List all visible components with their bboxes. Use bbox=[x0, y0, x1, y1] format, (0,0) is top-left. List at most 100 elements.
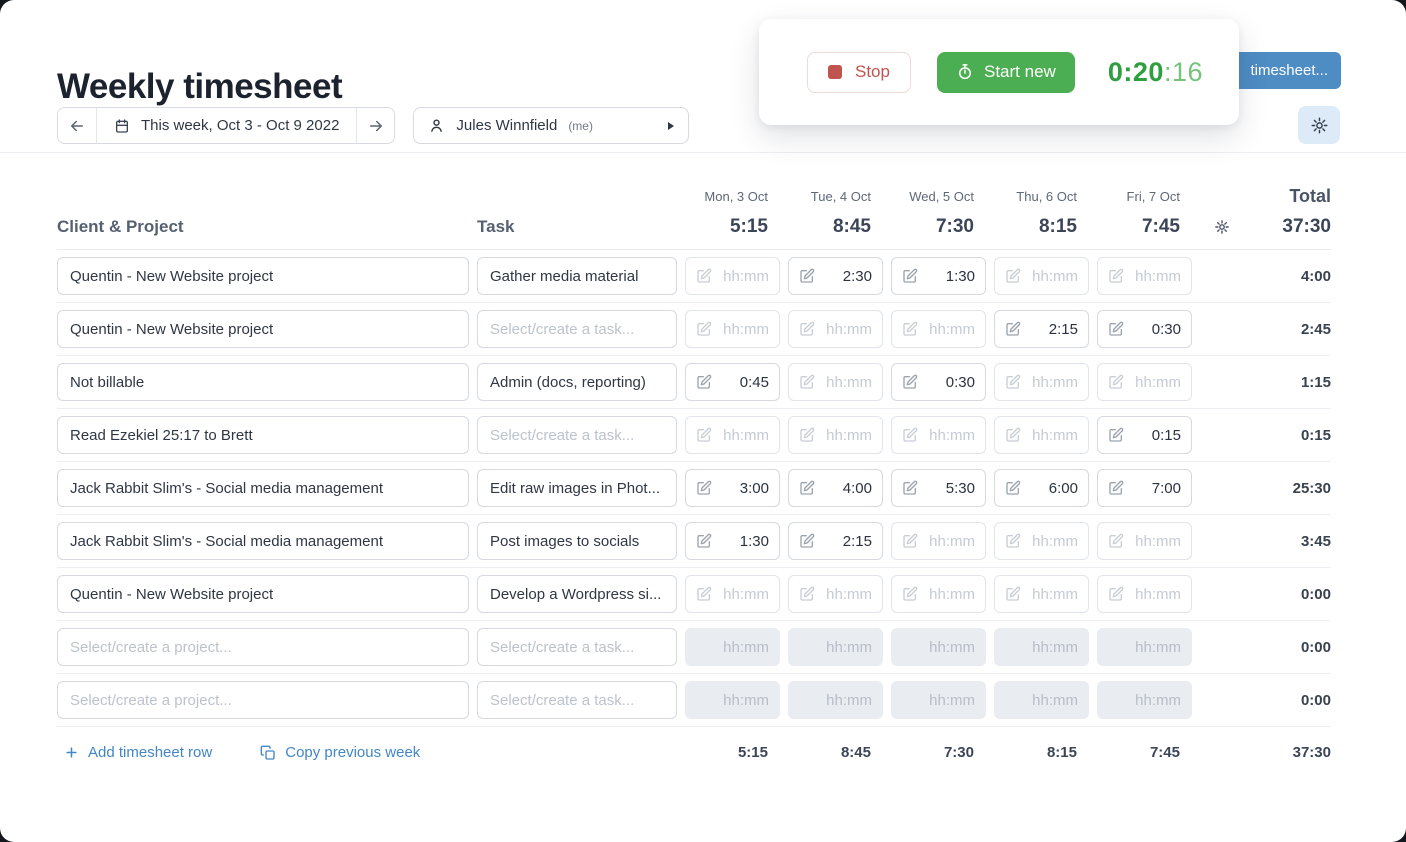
toolbar: This week, Oct 3 - Oct 9 2022 Jules Winn… bbox=[57, 107, 690, 144]
time-cell[interactable]: hh:mm bbox=[891, 310, 986, 348]
time-cell[interactable]: hh:mm bbox=[891, 416, 986, 454]
task-input[interactable] bbox=[477, 310, 677, 348]
week-range-button[interactable]: This week, Oct 3 - Oct 9 2022 bbox=[96, 108, 356, 143]
edit-pencil-icon bbox=[902, 586, 918, 602]
time-value: 0:15 bbox=[1151, 426, 1181, 444]
time-value: hh:mm bbox=[723, 585, 769, 603]
time-cell[interactable]: hh:mm bbox=[1097, 363, 1192, 401]
time-cell[interactable]: hh:mm bbox=[685, 416, 780, 454]
time-value: 2:15 bbox=[842, 532, 872, 550]
time-value: hh:mm bbox=[1135, 373, 1181, 391]
row-total: 0:00 bbox=[1300, 638, 1331, 656]
time-cell[interactable]: 2:30 bbox=[788, 257, 883, 295]
task-input[interactable] bbox=[477, 257, 677, 295]
project-input[interactable] bbox=[57, 628, 469, 666]
footer-day-total: 7:45 bbox=[1149, 744, 1180, 761]
edit-pencil-icon bbox=[799, 586, 815, 602]
edit-pencil-icon bbox=[799, 321, 815, 337]
time-cell[interactable]: hh:mm bbox=[1097, 575, 1192, 613]
time-cell[interactable]: hh:mm bbox=[994, 575, 1089, 613]
task-input[interactable] bbox=[477, 681, 677, 719]
time-cell[interactable]: 7:00 bbox=[1097, 469, 1192, 507]
project-input[interactable] bbox=[57, 257, 469, 295]
time-cell[interactable]: hh:mm bbox=[891, 575, 986, 613]
project-input[interactable] bbox=[57, 575, 469, 613]
add-timesheet-row-label: Add timesheet row bbox=[88, 744, 213, 761]
time-value: hh:mm bbox=[1135, 638, 1181, 656]
project-input[interactable] bbox=[57, 416, 469, 454]
time-cell[interactable]: 1:30 bbox=[891, 257, 986, 295]
time-cell[interactable]: hh:mm bbox=[891, 522, 986, 560]
task-input[interactable] bbox=[477, 416, 677, 454]
start-new-timer-button[interactable]: Start new bbox=[936, 51, 1075, 93]
arrow-left-icon bbox=[71, 120, 83, 131]
time-cell[interactable]: hh:mm bbox=[994, 363, 1089, 401]
time-value: 3:00 bbox=[739, 479, 769, 497]
time-cell[interactable]: 5:30 bbox=[891, 469, 986, 507]
edit-pencil-icon bbox=[902, 480, 918, 496]
task-input[interactable] bbox=[477, 469, 677, 507]
row-total: 2:45 bbox=[1300, 320, 1331, 338]
time-cell: hh:mm bbox=[685, 628, 780, 666]
time-cell[interactable]: 3:00 bbox=[685, 469, 780, 507]
time-cell[interactable]: 0:45 bbox=[685, 363, 780, 401]
time-cell[interactable]: hh:mm bbox=[685, 257, 780, 295]
time-cell[interactable]: hh:mm bbox=[788, 363, 883, 401]
time-cell[interactable]: 0:15 bbox=[1097, 416, 1192, 454]
time-cell[interactable]: hh:mm bbox=[994, 257, 1089, 295]
time-value: hh:mm bbox=[929, 638, 975, 656]
project-input[interactable] bbox=[57, 363, 469, 401]
user-selector[interactable]: Jules Winnfield (me) bbox=[413, 107, 690, 144]
time-cell: hh:mm bbox=[1097, 628, 1192, 666]
time-value: hh:mm bbox=[826, 691, 872, 709]
task-input[interactable] bbox=[477, 628, 677, 666]
time-cell[interactable]: 4:00 bbox=[788, 469, 883, 507]
time-cell[interactable]: hh:mm bbox=[685, 310, 780, 348]
edit-pencil-icon bbox=[1005, 480, 1021, 496]
add-timesheet-row-button[interactable]: Add timesheet row bbox=[64, 744, 212, 761]
project-input[interactable] bbox=[57, 522, 469, 560]
time-cell[interactable]: hh:mm bbox=[994, 522, 1089, 560]
user-suffix: (me) bbox=[568, 118, 593, 133]
time-cell[interactable]: hh:mm bbox=[788, 575, 883, 613]
project-input[interactable] bbox=[57, 469, 469, 507]
time-cell[interactable]: 6:00 bbox=[994, 469, 1089, 507]
task-input[interactable] bbox=[477, 522, 677, 560]
page-title: Weekly timesheet bbox=[57, 67, 343, 107]
column-settings-gear-icon[interactable] bbox=[1214, 219, 1230, 235]
row-total: 0:00 bbox=[1300, 585, 1331, 603]
time-cell[interactable]: 2:15 bbox=[788, 522, 883, 560]
time-value: 0:30 bbox=[1151, 320, 1181, 338]
edit-pencil-icon bbox=[902, 268, 918, 284]
project-input[interactable] bbox=[57, 310, 469, 348]
next-week-button[interactable] bbox=[356, 108, 395, 143]
edit-pencil-icon bbox=[696, 533, 712, 549]
time-cell[interactable]: hh:mm bbox=[1097, 522, 1192, 560]
time-cell[interactable]: hh:mm bbox=[788, 310, 883, 348]
day-header-total: 7:30 bbox=[935, 216, 974, 237]
time-cell[interactable]: 1:30 bbox=[685, 522, 780, 560]
project-input[interactable] bbox=[57, 681, 469, 719]
stop-timer-button[interactable]: Stop bbox=[807, 51, 911, 93]
time-cell[interactable]: 0:30 bbox=[1097, 310, 1192, 348]
copy-previous-week-button[interactable]: Copy previous week bbox=[260, 744, 420, 761]
task-input[interactable] bbox=[477, 575, 677, 613]
time-cell[interactable]: hh:mm bbox=[1097, 257, 1192, 295]
time-cell[interactable]: hh:mm bbox=[788, 416, 883, 454]
time-value: 4:00 bbox=[842, 479, 872, 497]
time-cell[interactable]: hh:mm bbox=[994, 416, 1089, 454]
edit-pencil-icon bbox=[696, 321, 712, 337]
time-value: hh:mm bbox=[929, 691, 975, 709]
edit-pencil-icon bbox=[696, 480, 712, 496]
time-cell[interactable]: 0:30 bbox=[891, 363, 986, 401]
task-input[interactable] bbox=[477, 363, 677, 401]
timesheet-row: hh:mm hh:mm hh:mm hh:mm hh:mm 0:00 bbox=[57, 674, 1331, 727]
time-value: hh:mm bbox=[1135, 267, 1181, 285]
settings-button[interactable] bbox=[1298, 106, 1340, 144]
time-cell[interactable]: 2:15 bbox=[994, 310, 1089, 348]
time-cell[interactable]: hh:mm bbox=[685, 575, 780, 613]
timesheet-row: hh:mm hh:mm hh:mm hh:mm hh:mm 0:00 bbox=[57, 621, 1331, 674]
time-value: hh:mm bbox=[1032, 691, 1078, 709]
previous-week-button[interactable] bbox=[58, 108, 96, 143]
day-header-total: 8:15 bbox=[1038, 216, 1077, 237]
